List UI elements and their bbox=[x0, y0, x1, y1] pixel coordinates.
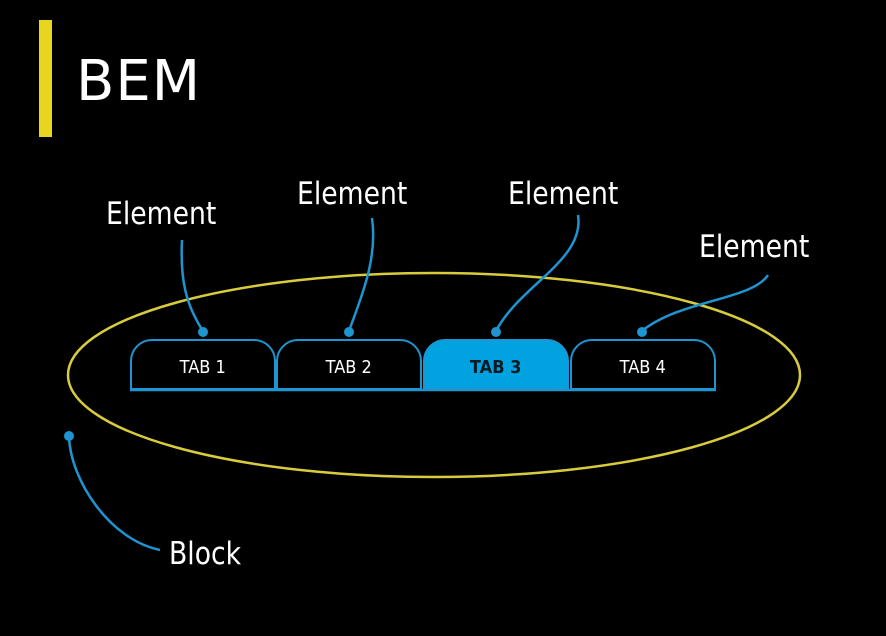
tab-2[interactable]: TAB 2 bbox=[276, 339, 422, 390]
label-element-1: Element bbox=[106, 196, 217, 232]
block-ellipse bbox=[66, 271, 802, 479]
tab-3[interactable]: TAB 3 bbox=[423, 339, 569, 390]
connector-element-4 bbox=[641, 274, 770, 332]
tab-1-label: TAB 1 bbox=[179, 357, 227, 378]
connector-block bbox=[67, 435, 161, 552]
connector-dot-element-4 bbox=[637, 327, 647, 337]
connector-element-1 bbox=[180, 239, 205, 332]
connector-dot-element-1 bbox=[198, 327, 208, 337]
tab-2-label: TAB 2 bbox=[325, 357, 373, 378]
title-accent-bar bbox=[39, 20, 52, 137]
tab-3-label: TAB 3 bbox=[470, 357, 522, 378]
connector-element-3 bbox=[494, 214, 580, 332]
connector-dot-element-2 bbox=[344, 327, 354, 337]
label-element-3: Element bbox=[508, 176, 619, 212]
tab-4[interactable]: TAB 4 bbox=[570, 339, 716, 390]
tab-4-label: TAB 4 bbox=[619, 357, 667, 378]
label-block: Block bbox=[169, 536, 242, 572]
tab-1[interactable]: TAB 1 bbox=[130, 339, 276, 390]
label-element-4: Element bbox=[699, 229, 810, 265]
label-element-2: Element bbox=[297, 176, 408, 212]
connector-dot-element-3 bbox=[491, 327, 501, 337]
connector-element-2 bbox=[347, 217, 375, 332]
connector-dot-block bbox=[64, 431, 74, 441]
page-title: BEM bbox=[76, 49, 202, 114]
